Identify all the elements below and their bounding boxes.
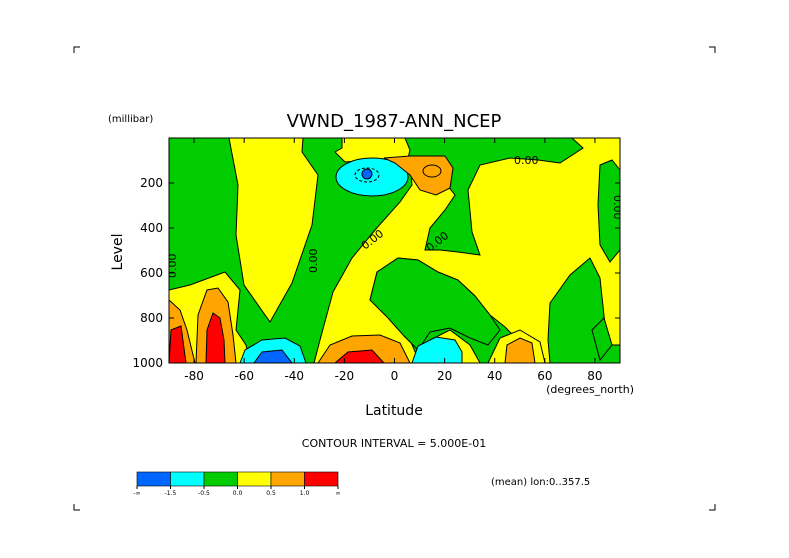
plot-area: 0.00 0.00 0.00 0.00 0.00 0.00 <box>166 138 624 363</box>
y-axis: 200 400 600 800 1000 <box>132 176 620 370</box>
x-tick-label: 60 <box>537 369 552 383</box>
colorbar-label: 0.5 <box>266 490 276 497</box>
x-tick-label: 40 <box>487 369 502 383</box>
crop-mark-top-right <box>709 46 716 53</box>
y-axis-title: Level <box>110 234 126 271</box>
x-axis: -80 -60 -40 -20 0 20 40 60 80 <box>184 138 603 383</box>
contour-label: 0.00 <box>307 249 320 274</box>
y-tick-label: 800 <box>140 311 163 325</box>
low-positive-tropics-core <box>334 349 385 363</box>
y-tick-label: 600 <box>140 266 163 280</box>
y-tick-label: 1000 <box>132 356 163 370</box>
x-axis-title: Latitude <box>365 403 423 419</box>
colorbar: -∞ -1.5 -0.5 0.0 0.5 1.0 ∞ <box>133 471 341 497</box>
low-positive-east <box>504 337 536 363</box>
colorbar-swatch <box>270 471 305 487</box>
high-positive-north-inner <box>422 164 442 178</box>
contour-interval-note: CONTOUR INTERVAL = 5.000E-01 <box>302 437 486 450</box>
lower-negative-north <box>411 336 463 363</box>
x-tick-label: 20 <box>437 369 452 383</box>
colorbar-label: -0.5 <box>198 490 210 497</box>
x-tick-label: 80 <box>587 369 602 383</box>
crop-marks <box>73 46 716 511</box>
colorbar-swatch <box>203 471 238 487</box>
colorbar-swatch <box>304 471 339 487</box>
colorbar-swatch <box>237 471 272 487</box>
negative-cores <box>239 157 463 363</box>
x-tick-label: -20 <box>335 369 355 383</box>
chart-title: VWND_1987-ANN_NCEP <box>287 111 502 132</box>
x-tick-label: -80 <box>184 369 204 383</box>
polar-positive-red <box>169 325 187 363</box>
lower-negative-south-core <box>253 349 293 363</box>
negative-region-green <box>369 159 620 362</box>
crop-mark-bottom-right <box>709 504 716 511</box>
positive-cores <box>169 155 536 363</box>
colorbar-swatch <box>170 471 205 487</box>
y-tick-label: 400 <box>140 221 163 235</box>
crop-mark-top-left <box>73 46 80 53</box>
colorbar-label: ∞ <box>336 490 341 497</box>
subpolar-positive-red <box>205 312 226 363</box>
colorbar-swatch <box>136 471 171 487</box>
contour-label: 0.00 <box>514 154 539 167</box>
upper-negative-core <box>361 168 373 180</box>
green-island-high-east <box>597 159 620 263</box>
colorbar-label: -1.5 <box>165 490 177 497</box>
crop-mark-bottom-left <box>73 504 80 511</box>
footnote-mean-lon: (mean) lon:0..357.5 <box>491 477 590 488</box>
low-positive-tropics <box>317 334 411 363</box>
contour-label: 0.00 <box>166 254 179 279</box>
contour-label: 0.00 <box>611 195 624 220</box>
green-island-tropics <box>369 257 501 351</box>
colorbar-label: 0.0 <box>233 490 243 497</box>
x-tick-label: -40 <box>284 369 304 383</box>
x-tick-label: -60 <box>234 369 254 383</box>
y-tick-label: 200 <box>140 176 163 190</box>
colorbar-label: -∞ <box>133 490 140 497</box>
green-strip-east <box>591 317 613 362</box>
x-tick-label: 0 <box>391 369 399 383</box>
x-unit-label: (degrees_north) <box>546 383 634 396</box>
colorbar-label: 1.0 <box>300 490 310 497</box>
y-unit-label: (millibar) <box>108 114 153 125</box>
